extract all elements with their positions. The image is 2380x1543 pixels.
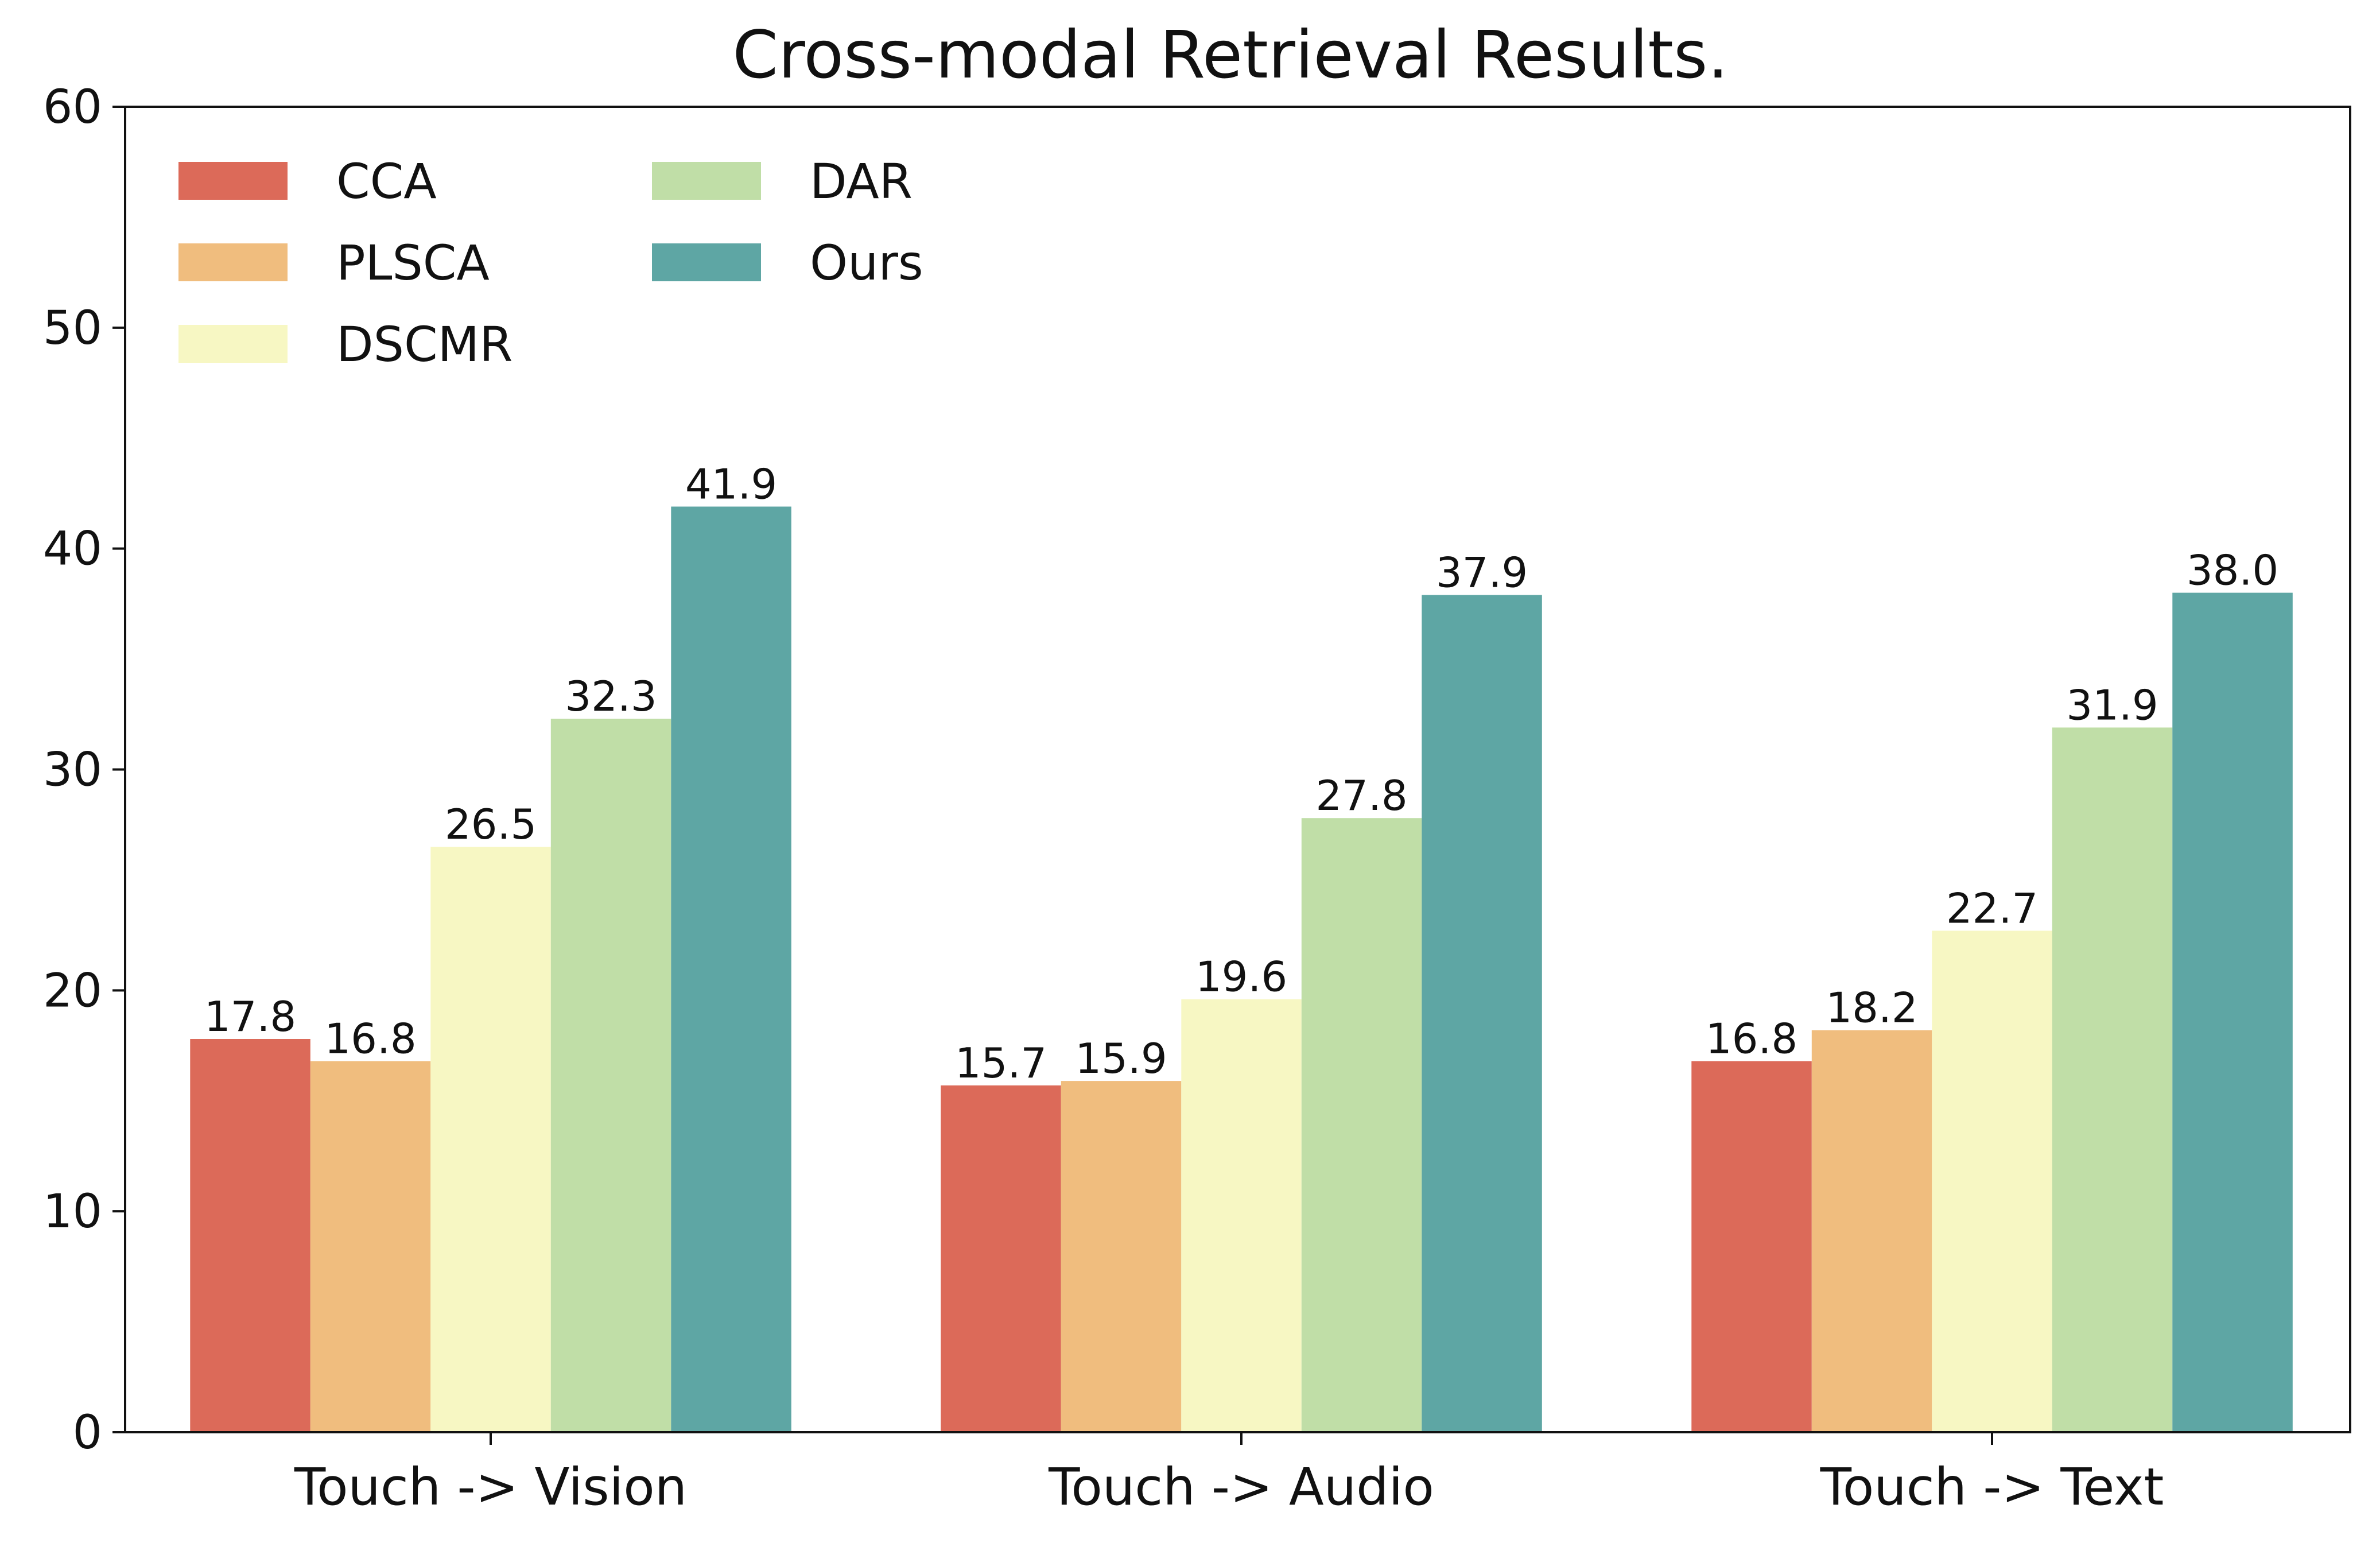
y-tick-label-50: 50 [43,301,102,355]
value-label-dscmr-1: 26.5 [445,800,537,848]
y-tick-label-60: 60 [43,80,102,134]
bar-cca-3 [1691,1061,1812,1432]
value-label-ours-1: 41.9 [685,460,777,509]
x-tick-label-2: Touch -> Audio [1048,1457,1434,1517]
value-label-dar-3: 31.9 [2066,681,2158,729]
bar-dar-1 [550,719,671,1432]
y-tick-label-40: 40 [43,522,102,576]
value-label-dar-2: 27.8 [1315,772,1407,820]
bar-plsca-2 [1061,1081,1182,1432]
legend-swatch-dar [652,162,761,200]
value-label-dscmr-3: 22.7 [1946,884,2038,932]
legend-label-dscmr: DSCMR [336,316,513,373]
legend-label-cca: CCA [336,153,437,210]
bar-plsca-3 [1811,1030,1932,1432]
legend-label-plsca: PLSCA [336,235,490,291]
y-tick-label-20: 20 [43,964,102,1018]
bar-ours-2 [1422,595,1542,1432]
bar-ours-3 [2172,592,2293,1432]
value-label-cca-1: 17.8 [204,993,296,1041]
bar-plsca-1 [310,1061,431,1432]
y-tick-label-0: 0 [72,1406,102,1460]
x-tick-label-1: Touch -> Vision [294,1457,687,1517]
value-labels-layer: 17.8 15.7 16.8 16.8 15.9 18.2 26.5 19.6 22.7 32.3… [204,460,2278,1087]
value-label-plsca-1: 16.8 [324,1015,416,1063]
value-label-plsca-2: 15.9 [1075,1034,1167,1083]
y-tick-label-10: 10 [43,1185,102,1239]
bar-dscmr-1 [430,847,551,1432]
x-tick-label-3: Touch -> Text [1820,1457,2164,1517]
axes-layer: 0 10 20 30 40 50 60 Touch -> Vision Touch -> Aud… [43,80,2351,1517]
legend-swatch-cca [178,162,288,200]
value-label-plsca-3: 18.2 [1826,984,1917,1032]
value-label-ours-2: 37.9 [1436,549,1528,597]
bar-dscmr-2 [1181,999,1302,1432]
legend-swatch-plsca [178,243,288,281]
legend-swatch-ours [652,243,761,281]
legend: CCA PLSCA DSCMR DAR Ours [178,153,923,373]
bars-layer [190,506,2293,1432]
bar-dar-2 [1301,818,1422,1432]
bar-ours-1 [671,506,791,1432]
value-label-cca-3: 16.8 [1706,1015,1797,1063]
legend-label-dar: DAR [810,153,913,210]
value-label-dar-1: 32.3 [565,672,657,720]
value-label-cca-2: 15.7 [955,1039,1047,1087]
y-tick-label-30: 30 [43,743,102,797]
bar-cca-1 [190,1039,310,1432]
bar-cca-2 [941,1085,1061,1432]
bar-dar-3 [2052,727,2173,1432]
bar-dscmr-3 [1932,931,2052,1432]
chart-title: Cross-modal Retrieval Results. [732,17,1728,93]
legend-label-ours: Ours [810,235,923,291]
value-label-dscmr-2: 19.6 [1195,953,1287,1001]
value-label-ours-3: 38.0 [2187,546,2278,595]
legend-swatch-dscmr [178,325,288,363]
